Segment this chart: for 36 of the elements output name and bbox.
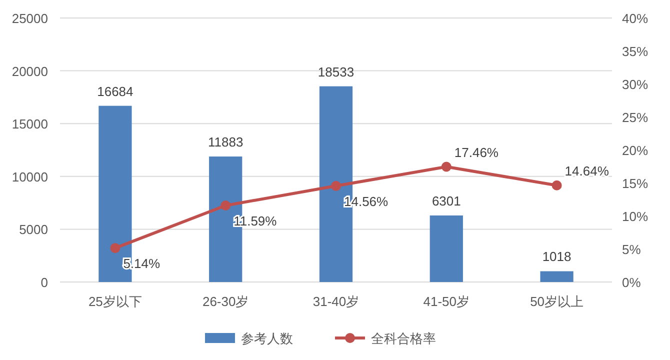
y2-tick-label: 0% bbox=[622, 275, 642, 290]
bar bbox=[540, 271, 574, 282]
x-tick-label: 31-40岁 bbox=[312, 294, 360, 309]
y2-tick-label: 15% bbox=[622, 176, 648, 191]
point bbox=[220, 200, 231, 211]
y2-tick-label: 30% bbox=[622, 77, 648, 92]
y-tick-label: 10000 bbox=[12, 169, 48, 184]
data-label: 14.64% bbox=[564, 163, 610, 178]
y2-tick-label: 25% bbox=[622, 110, 648, 125]
x-tick-label: 25岁以下 bbox=[88, 294, 142, 309]
y-tick-label: 15000 bbox=[12, 116, 48, 132]
y-tick-label: 5000 bbox=[19, 222, 48, 238]
y2-tick-label: 40% bbox=[622, 11, 648, 26]
y2-tick-label: 10% bbox=[622, 209, 648, 224]
data-label: 11883 bbox=[208, 134, 244, 150]
point bbox=[552, 180, 562, 190]
y2-tick-label: 35% bbox=[622, 44, 648, 59]
y2-tick-label: 5% bbox=[622, 242, 642, 257]
data-label: 18533 bbox=[318, 64, 354, 80]
point bbox=[331, 180, 341, 191]
legend-label: 全科合格率 bbox=[371, 331, 436, 346]
y-tick-label: 25000 bbox=[12, 11, 48, 26]
data-label: 16684 bbox=[97, 84, 134, 99]
y-tick-label: 20000 bbox=[12, 64, 48, 79]
x-tick-label: 50岁以上 bbox=[530, 294, 584, 309]
point bbox=[441, 162, 452, 172]
point bbox=[110, 243, 120, 254]
x-tick-label: 26-30岁 bbox=[202, 294, 249, 309]
x-tick-label: 41-50岁 bbox=[423, 294, 470, 309]
data-label: 17.46% bbox=[454, 144, 499, 160]
data-label: 6301 bbox=[432, 193, 461, 208]
data-label: 1018 bbox=[542, 249, 572, 264]
legend-label: 参考人数 bbox=[241, 331, 293, 346]
bar bbox=[430, 215, 463, 282]
y2-tick-label: 20% bbox=[622, 143, 648, 158]
y-tick-label: 0 bbox=[40, 275, 48, 290]
